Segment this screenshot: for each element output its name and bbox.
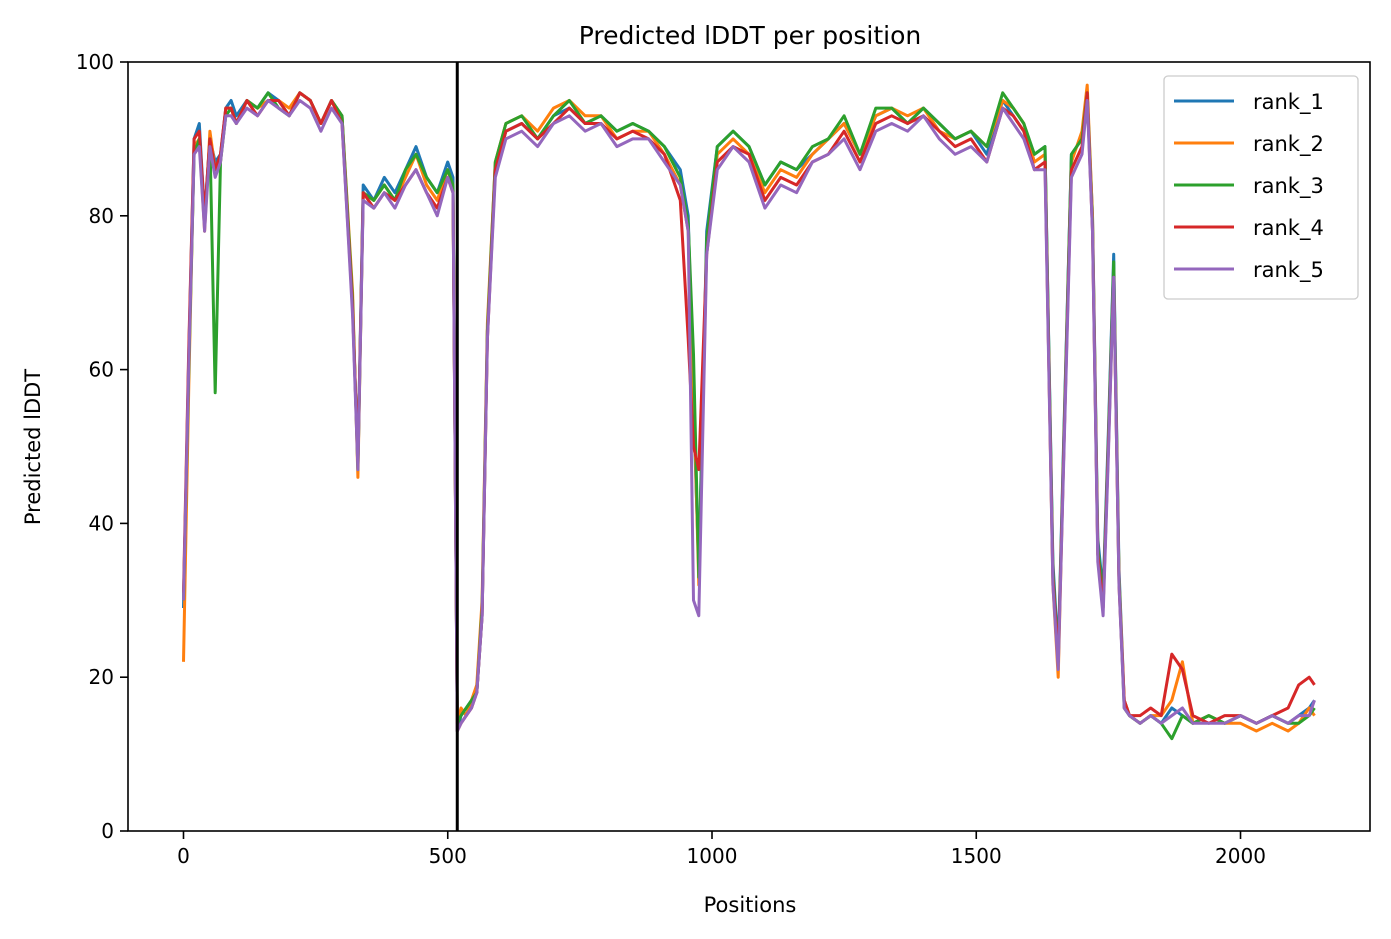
legend-items: rank_1 rank_2 rank_3 rank_4 rank_5 — [1174, 90, 1324, 283]
y-axis-title: Predicted lDDT — [21, 369, 45, 525]
legend-frame — [1163, 75, 1359, 300]
series-line-rank_5 — [182, 99, 1316, 733]
y-tick-label: 40 — [89, 511, 114, 535]
y-tick-label: 80 — [89, 204, 114, 228]
x-tick-label: 500 — [429, 844, 467, 868]
legend: rank_1 rank_2 rank_3 rank_4 rank_5 — [1163, 75, 1359, 300]
x-tick-label: 2000 — [1215, 844, 1266, 868]
legend-label-rank_2: rank_2 — [1253, 132, 1324, 157]
plot-frame — [127, 61, 1371, 832]
legend-label-rank_3: rank_3 — [1253, 174, 1324, 199]
x-tick-label: 1500 — [951, 844, 1002, 868]
y-tick-label: 20 — [89, 665, 114, 689]
chart-title: Predicted lDDT per position — [579, 21, 921, 50]
y-tick-label: 60 — [89, 358, 114, 382]
x-axis-ticks: 0 500 1000 1500 2000 — [177, 831, 1266, 868]
y-tick-label: 0 — [101, 819, 114, 843]
legend-label-rank_5: rank_5 — [1253, 258, 1324, 283]
y-axis-ticks: 0 20 40 60 80 100 — [76, 50, 128, 843]
x-axis-title: Positions — [704, 893, 797, 917]
legend-label-rank_4: rank_4 — [1253, 216, 1324, 241]
y-tick-label: 100 — [76, 50, 114, 74]
legend-label-rank_1: rank_1 — [1253, 90, 1324, 115]
x-tick-label: 0 — [177, 844, 190, 868]
x-tick-label: 1000 — [687, 844, 738, 868]
plot-area — [127, 61, 1371, 832]
series-group — [182, 83, 1316, 741]
